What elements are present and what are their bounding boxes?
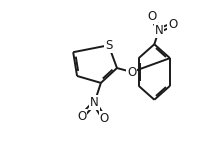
Text: O: O — [168, 18, 178, 31]
Text: O: O — [148, 10, 157, 23]
Text: O: O — [127, 66, 136, 78]
Text: N: N — [155, 24, 163, 37]
Text: O: O — [77, 110, 86, 123]
Text: N: N — [90, 96, 99, 109]
Text: O: O — [99, 112, 109, 125]
Text: S: S — [105, 39, 112, 52]
